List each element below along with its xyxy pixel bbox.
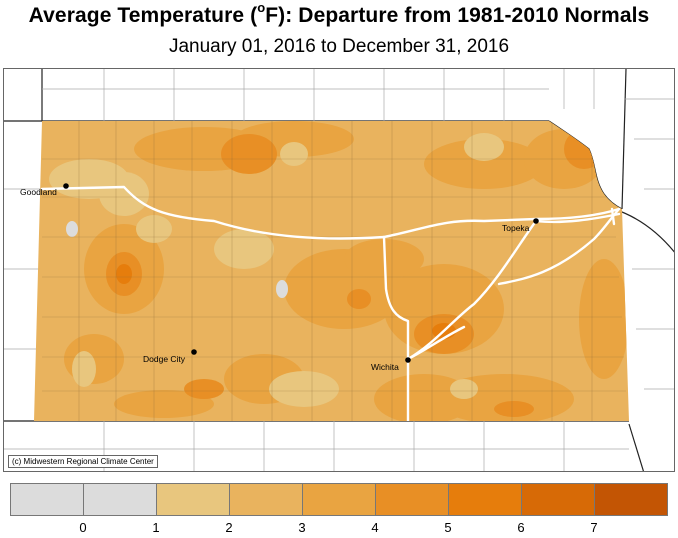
legend-swatch-4 [302,483,376,516]
city-markers: Goodland Dodge City Wichita Topeka [20,183,539,372]
dodge-city-marker [191,349,197,355]
wichita-marker [405,357,411,363]
credit-text: (c) Midwestern Regional Climate Center [8,455,158,468]
legend-swatch-6 [448,483,522,516]
temperature-zone [347,289,371,309]
legend-tick-label: 2 [225,520,233,535]
temperature-zone [269,371,339,407]
map-title: Average Temperature (oF): Departure from… [28,0,650,27]
legend-tick-label: 4 [371,520,379,535]
temperature-zone [424,139,544,189]
legend-swatch-3 [229,483,303,516]
temperature-zone [276,280,288,298]
kansas-map: Goodland Dodge City Wichita Topeka [4,69,674,471]
highways [40,185,621,421]
temperature-zone [184,379,224,399]
legend-swatch-7 [521,483,595,516]
map-subtitle: January 01, 2016 to December 31, 2016 [168,36,510,57]
legend-swatch-5 [375,483,449,516]
legend-tick-label: 5 [444,520,452,535]
neighbor-county-lines [4,69,674,471]
temperature-zone [579,259,629,379]
goodland-label: Goodland [20,187,57,197]
topeka-label: Topeka [502,223,530,233]
temperature-zone [136,215,172,243]
temperature-zone [464,133,504,161]
legend-tick-label: 7 [590,520,598,535]
dodge-city-label: Dodge City [143,354,186,364]
legend [10,483,668,517]
legend-swatch-8 [594,483,668,516]
temperature-zone [72,351,96,387]
map-area: Goodland Dodge City Wichita Topeka (c) M… [3,68,675,472]
wichita-label: Wichita [371,362,399,372]
legend-tick-label: 1 [152,520,160,535]
goodland-marker [63,183,69,189]
county-lines [42,121,626,421]
temperature-zone [494,401,534,417]
temperature-zone [116,264,132,284]
temperature-zone [280,142,308,166]
temperature-zone [384,264,504,354]
temperature-zone [66,221,78,237]
temperature-zone [99,172,149,216]
legend-swatch-0 [10,483,84,516]
legend-swatch-2 [156,483,230,516]
legend-swatch-1 [83,483,157,516]
kansas-temperature-fill [34,121,629,421]
topeka-marker [533,218,539,224]
legend-tick-label: 0 [79,520,87,535]
temperature-zone [374,374,474,421]
legend-tick-label: 3 [298,520,306,535]
temperature-zone [221,134,277,174]
temperature-zone [214,229,274,269]
temperature-zone [114,390,214,418]
temperature-zone [450,379,478,399]
legend-color-bar [10,483,668,516]
legend-tick-label: 6 [517,520,525,535]
